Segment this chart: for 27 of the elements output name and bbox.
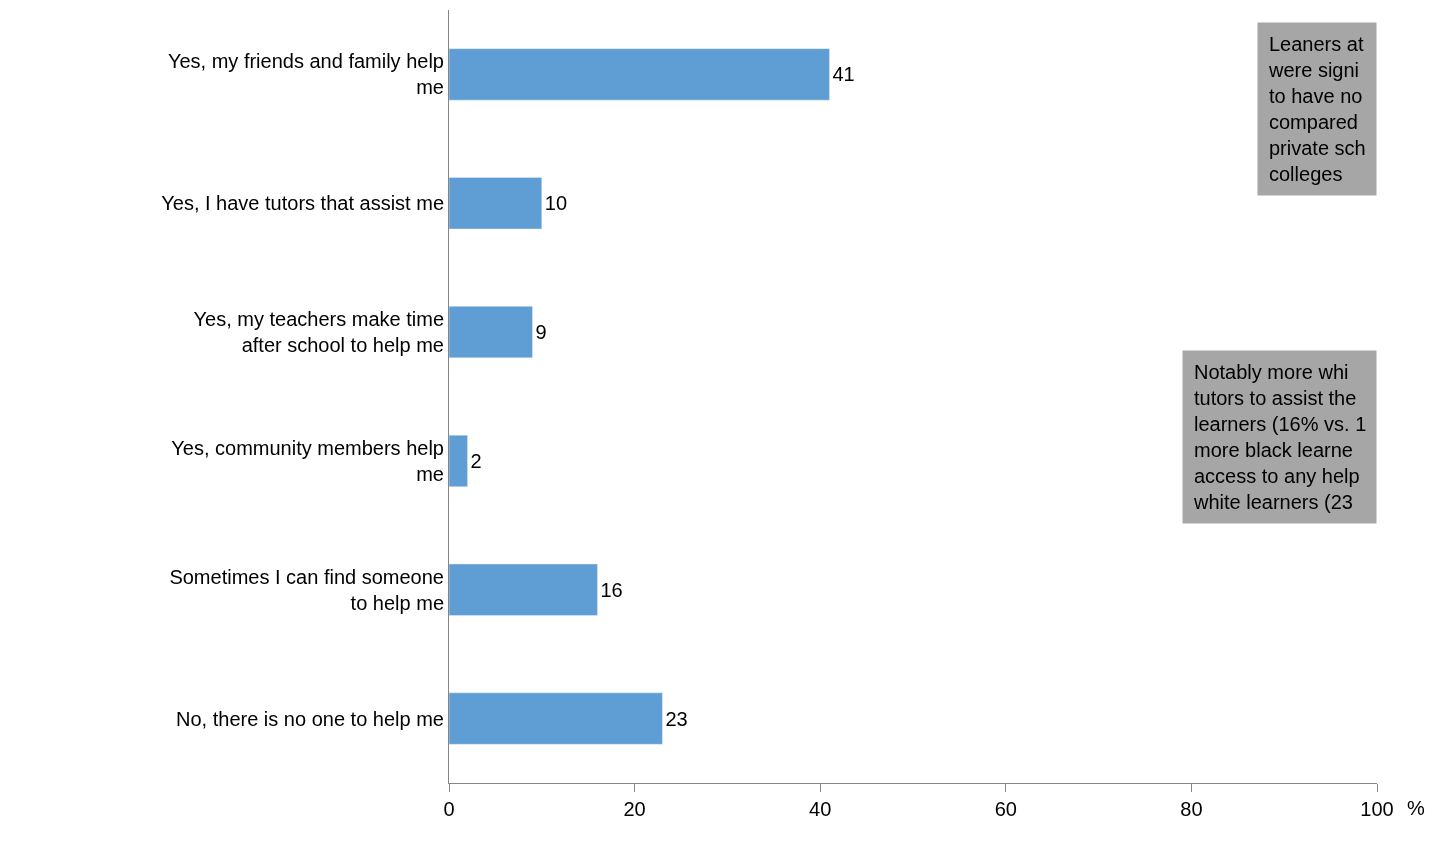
annotation: Leaners at were signi to have no compared private sch colleges <box>1268 33 1366 185</box>
y-tick-label: Yes, my friends and family help me <box>167 50 444 99</box>
data-label: 9 <box>535 321 547 344</box>
x-tick-label: 60 <box>994 798 1017 820</box>
bar <box>449 177 543 230</box>
data-label: 10 <box>544 192 568 215</box>
x-tick-label: 100 <box>1360 798 1394 820</box>
x-axis-title: % <box>1407 797 1425 819</box>
annotation: Notably more whi tutors to assist the learners (16% vs. 1 more black learne access to any help white learners (23 <box>1193 361 1367 513</box>
x-tick-label: 80 <box>1180 798 1203 820</box>
x-tick-label: 0 <box>443 798 455 820</box>
bar <box>449 563 598 616</box>
bar <box>449 48 830 101</box>
data-label: 2 <box>470 449 482 472</box>
data-label: 23 <box>665 707 688 730</box>
y-tick-label: Yes, community members help me <box>171 436 444 485</box>
data-label: 16 <box>600 578 623 601</box>
y-tick-label: Yes, I have tutors that assist me <box>161 192 444 215</box>
bar <box>449 434 468 487</box>
x-tick-label: 20 <box>623 798 646 820</box>
y-tick-label: Sometimes I can find someone to help me <box>169 565 444 614</box>
y-tick-label: No, there is no one to help me <box>176 707 444 730</box>
bar <box>449 692 663 745</box>
data-label: 41 <box>832 63 855 86</box>
bar <box>449 306 533 359</box>
y-tick-label: Yes, my teachers make time after school to help me <box>193 308 444 357</box>
x-tick-label: 40 <box>809 798 832 820</box>
